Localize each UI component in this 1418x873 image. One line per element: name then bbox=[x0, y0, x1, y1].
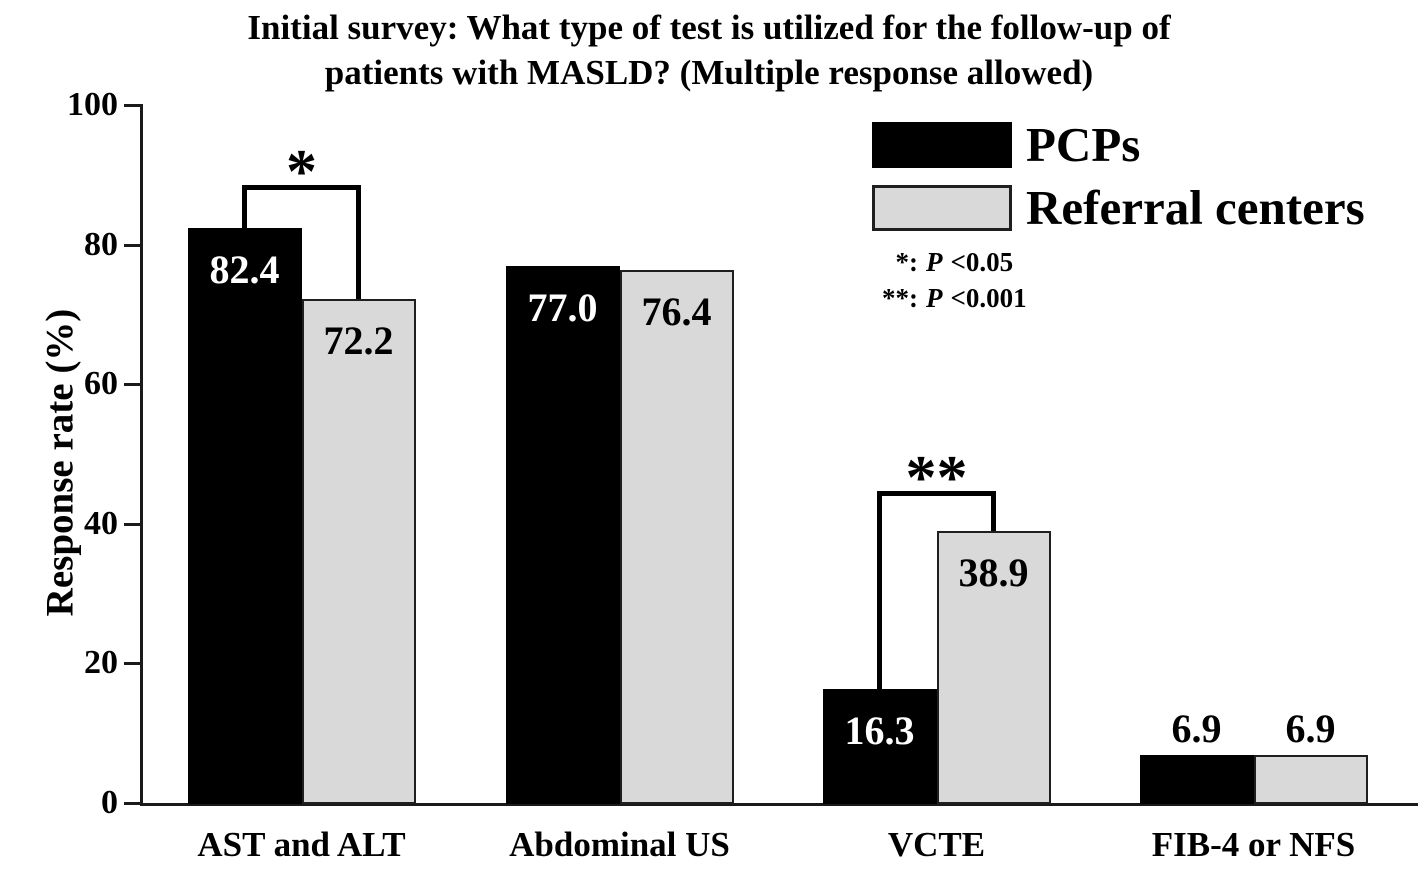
bar-referral-centers-abdominal-us bbox=[619, 269, 734, 804]
x-category-label-abdominal-us: Abdominal US bbox=[509, 825, 730, 864]
y-tick-80 bbox=[124, 243, 140, 247]
legend-label-referral-centers: Referral centers bbox=[1026, 180, 1365, 235]
sig-bracket-1-top bbox=[242, 185, 361, 191]
y-tick-0 bbox=[124, 802, 140, 805]
chart-title-line-1: Initial survey: What type of test is uti… bbox=[247, 8, 1171, 47]
x-category-label-fib-4-or-nfs: FIB-4 or NFS bbox=[1151, 825, 1356, 864]
legend-entry-pcps: PCPs bbox=[872, 120, 1365, 169]
y-axis-label: Response rate (%) bbox=[38, 308, 82, 617]
x-category-label-vcte: VCTE bbox=[887, 825, 986, 864]
y-tick-label-80: 80 bbox=[84, 225, 118, 263]
y-axis-line bbox=[140, 104, 143, 804]
y-tick-label-100: 100 bbox=[67, 86, 118, 123]
sig-bracket-1-right-leg bbox=[356, 185, 361, 300]
chart-title-line-2: patients with MASLD? (Multiple response … bbox=[324, 52, 1094, 92]
legend-swatch-referral-centers bbox=[872, 184, 1012, 231]
p-value-note-1: *: P <0.05 bbox=[878, 244, 1027, 280]
legend-label-pcps: PCPs bbox=[1026, 117, 1141, 172]
bar-pcps-ast-and-alt bbox=[187, 227, 302, 804]
legend-swatch-pcps bbox=[872, 121, 1012, 168]
p-value-note-2: **: P <0.001 bbox=[878, 280, 1027, 316]
bar-referral-centers-fib-4-or-nfs bbox=[1253, 754, 1368, 804]
y-tick-40 bbox=[124, 522, 140, 526]
note-2-value: <0.001 bbox=[950, 283, 1027, 314]
note-1-symbol: *: bbox=[895, 247, 919, 277]
sig-bracket-2-right-leg bbox=[991, 490, 996, 532]
bar-referral-centers-vcte bbox=[936, 531, 1051, 804]
bar-pcps-abdominal-us bbox=[505, 265, 620, 804]
bar-value-label: 38.9 bbox=[958, 550, 1029, 596]
bar-value-label: 77.0 bbox=[527, 284, 598, 330]
legend: PCPs Referral centers bbox=[872, 120, 1365, 246]
y-tick-label-40: 40 bbox=[84, 504, 118, 542]
y-tick-100 bbox=[124, 104, 140, 107]
legend-entry-referral-centers: Referral centers bbox=[872, 183, 1365, 232]
note-2-symbol: **: bbox=[882, 283, 918, 314]
note-1-stat: P bbox=[926, 247, 943, 277]
note-2-stat: P bbox=[926, 283, 943, 314]
y-tick-60 bbox=[124, 383, 140, 387]
bar-value-label: 82.4 bbox=[209, 246, 280, 292]
x-axis-line bbox=[140, 803, 1418, 806]
bar-pcps-vcte bbox=[822, 689, 937, 804]
bar-value-label: 72.2 bbox=[323, 318, 394, 364]
bar-value-label: 6.9 bbox=[1285, 705, 1336, 751]
sig-symbol-2: ** bbox=[905, 443, 968, 512]
sig-symbol-1: * bbox=[286, 138, 317, 207]
p-value-notes: *: P <0.05 **: P <0.001 bbox=[878, 244, 1027, 317]
sig-bracket-1-left-leg bbox=[242, 185, 247, 228]
bar-value-label: 76.4 bbox=[641, 288, 712, 334]
y-tick-20 bbox=[124, 662, 140, 666]
sig-bracket-2-left-leg bbox=[877, 490, 882, 690]
y-tick-label-60: 60 bbox=[84, 365, 118, 403]
x-category-label-ast-and-alt: AST and ALT bbox=[197, 825, 406, 864]
sig-bracket-2-top bbox=[877, 490, 996, 496]
y-tick-label-0: 0 bbox=[101, 784, 118, 821]
note-1-value: <0.05 bbox=[950, 247, 1014, 277]
bar-pcps-fib-4-or-nfs bbox=[1139, 754, 1254, 804]
bar-referral-centers-ast-and-alt bbox=[301, 299, 416, 804]
chart-title: Initial survey: What type of test is uti… bbox=[0, 6, 1418, 96]
bar-value-label: 16.3 bbox=[844, 708, 915, 754]
y-tick-label-20: 20 bbox=[84, 644, 118, 682]
bar-value-label: 6.9 bbox=[1171, 705, 1222, 751]
